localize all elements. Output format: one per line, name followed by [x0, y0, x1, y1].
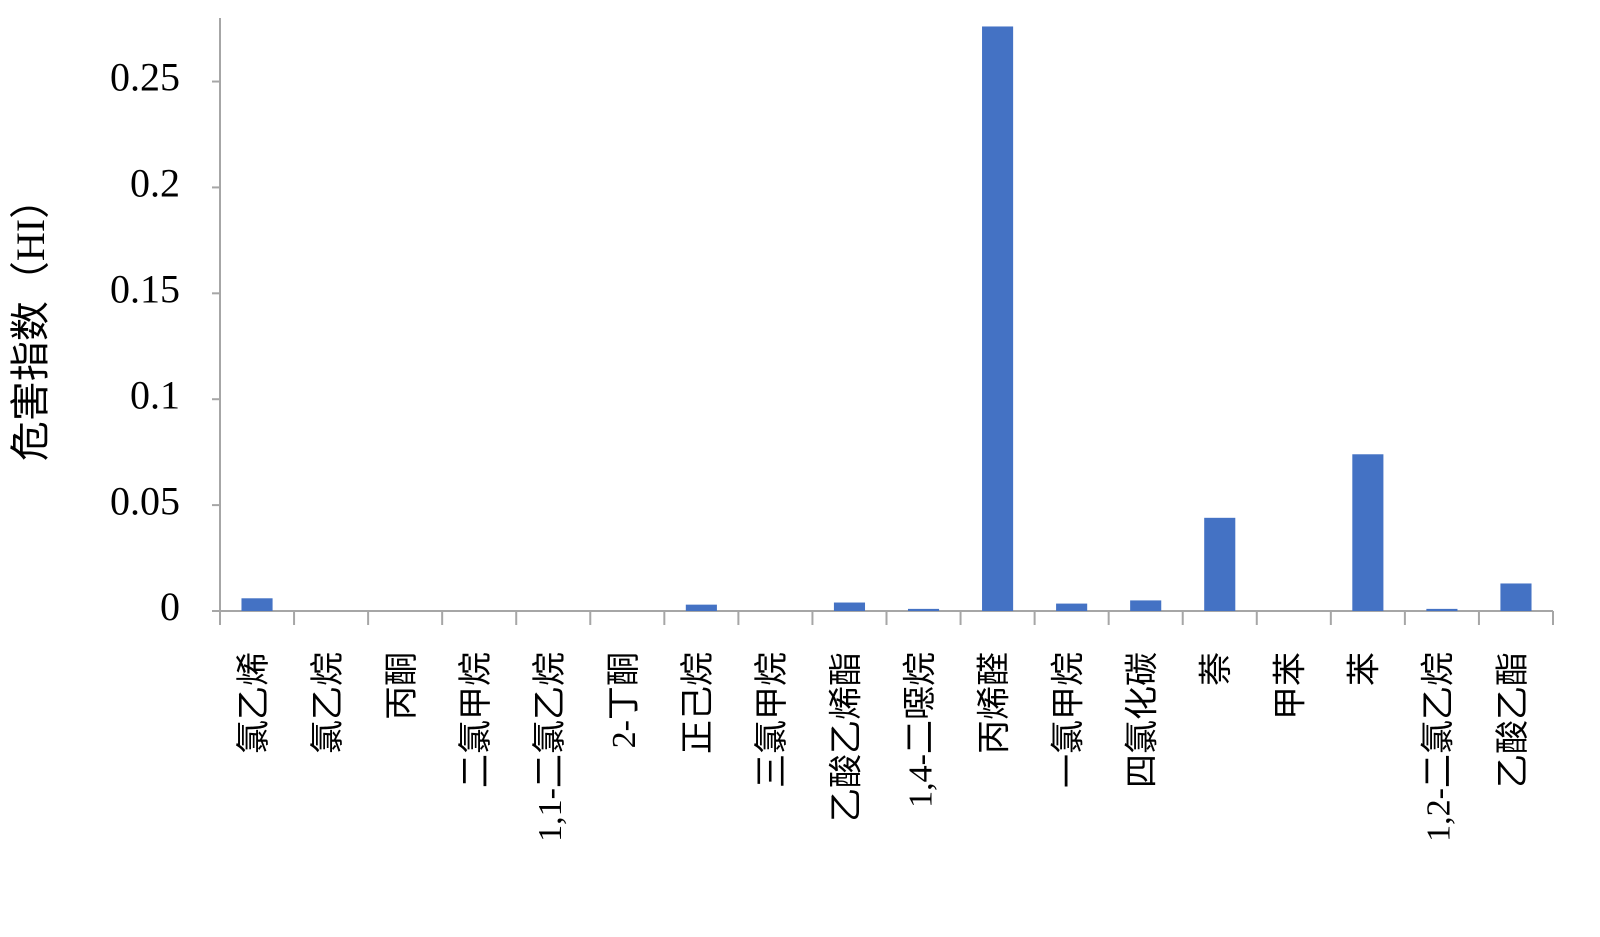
y-tick-label: 0 [160, 584, 180, 629]
x-tick-label: 1,4-二噁烷 [901, 652, 939, 808]
x-tick-label: 二氯甲烷 [457, 652, 495, 788]
x-tick-label: 氯乙烷 [309, 652, 347, 754]
y-axis-label: 危害指数（HI） [8, 179, 53, 461]
x-tick-label: 甲苯 [1272, 652, 1310, 720]
x-tick-label: 三氯甲烷 [753, 652, 791, 788]
x-tick-label: 1,2-二氯乙烷 [1420, 652, 1458, 842]
x-tick-label: 氯乙烯 [235, 652, 273, 754]
x-tick-label: 萘 [1199, 652, 1236, 686]
x-tick-label: 乙酸乙酯 [1494, 652, 1532, 788]
bar [907, 608, 940, 611]
x-tick-label: 丙酮 [384, 652, 421, 720]
bar [833, 602, 866, 611]
bar [241, 598, 273, 611]
y-tick-label: 0.25 [110, 55, 180, 100]
x-tick-label: 乙酸乙烯酯 [827, 652, 865, 822]
bar [685, 604, 717, 611]
x-tick-label: 丙烯醛 [975, 652, 1013, 754]
bar [1500, 583, 1532, 611]
y-tick-label: 0.15 [110, 266, 180, 311]
x-tick-label: 2-丁酮 [606, 652, 643, 748]
y-tick-label: 0.1 [130, 372, 180, 417]
y-tick-label: 0.05 [110, 478, 180, 523]
x-tick-label: 正己烷 [679, 652, 717, 754]
x-tick-label: 一氯甲烷 [1049, 652, 1087, 788]
bar [1352, 454, 1384, 611]
bar [1056, 603, 1088, 611]
bar [1204, 517, 1236, 611]
x-tick-label: 苯 [1346, 652, 1384, 686]
bar [982, 26, 1014, 611]
x-tick-label: 1,1-二氯乙烷 [531, 652, 569, 842]
x-tick-label: 四氯化碳 [1123, 652, 1161, 788]
bar [1130, 600, 1162, 611]
y-tick-label: 0.2 [130, 161, 180, 206]
bar [1426, 608, 1458, 611]
